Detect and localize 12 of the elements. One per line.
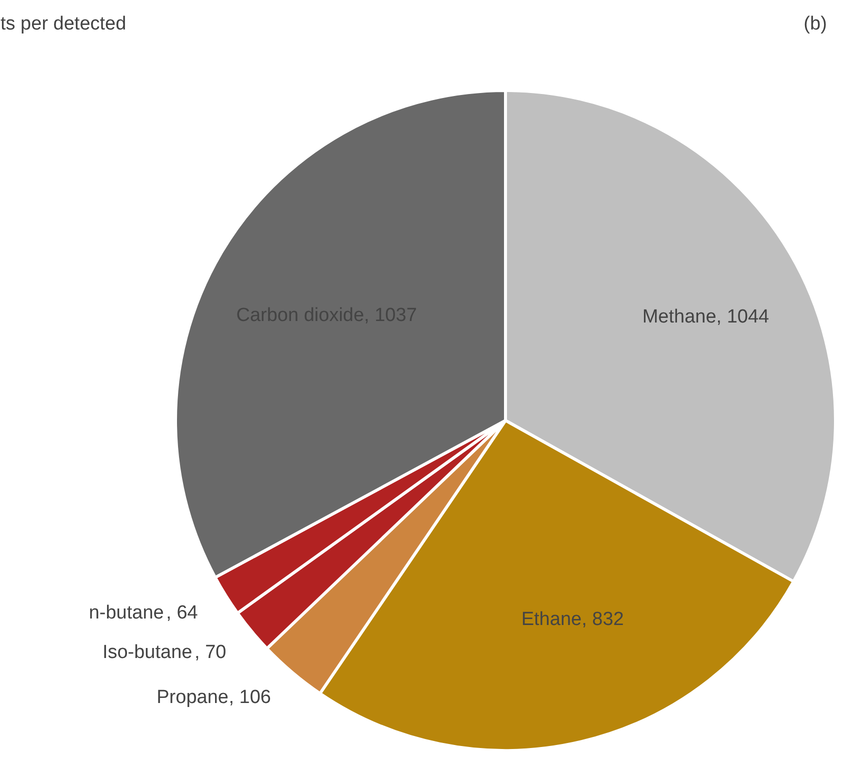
slice-label: Ethane — [521, 609, 582, 630]
data-label: , 832 — [582, 609, 624, 630]
data-label: , 1044 — [716, 306, 770, 328]
slice-label: Methane — [642, 306, 716, 328]
chart-title: ts per detected — [0, 14, 126, 35]
slice-label: Propane — [156, 687, 228, 708]
data-label: , 64 — [166, 602, 198, 624]
data-label: , 106 — [228, 687, 271, 708]
data-label: , 70 — [194, 642, 226, 663]
slice-label: Iso-butane — [102, 642, 192, 663]
text: (b) — [804, 14, 827, 35]
slice-label: n-butane — [88, 602, 164, 624]
